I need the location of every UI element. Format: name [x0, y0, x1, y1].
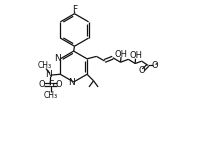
Text: O: O — [138, 66, 145, 75]
Text: N: N — [45, 70, 52, 79]
Text: CH₃: CH₃ — [38, 61, 52, 70]
Text: O: O — [151, 61, 158, 70]
Text: N: N — [68, 78, 75, 87]
Text: CH₃: CH₃ — [44, 91, 58, 100]
Text: OH: OH — [129, 51, 142, 60]
Text: OH: OH — [114, 50, 128, 59]
Text: O: O — [39, 80, 45, 89]
Text: S: S — [48, 80, 54, 89]
Text: O: O — [56, 80, 63, 89]
Text: F: F — [72, 5, 77, 14]
Text: N: N — [55, 54, 61, 63]
